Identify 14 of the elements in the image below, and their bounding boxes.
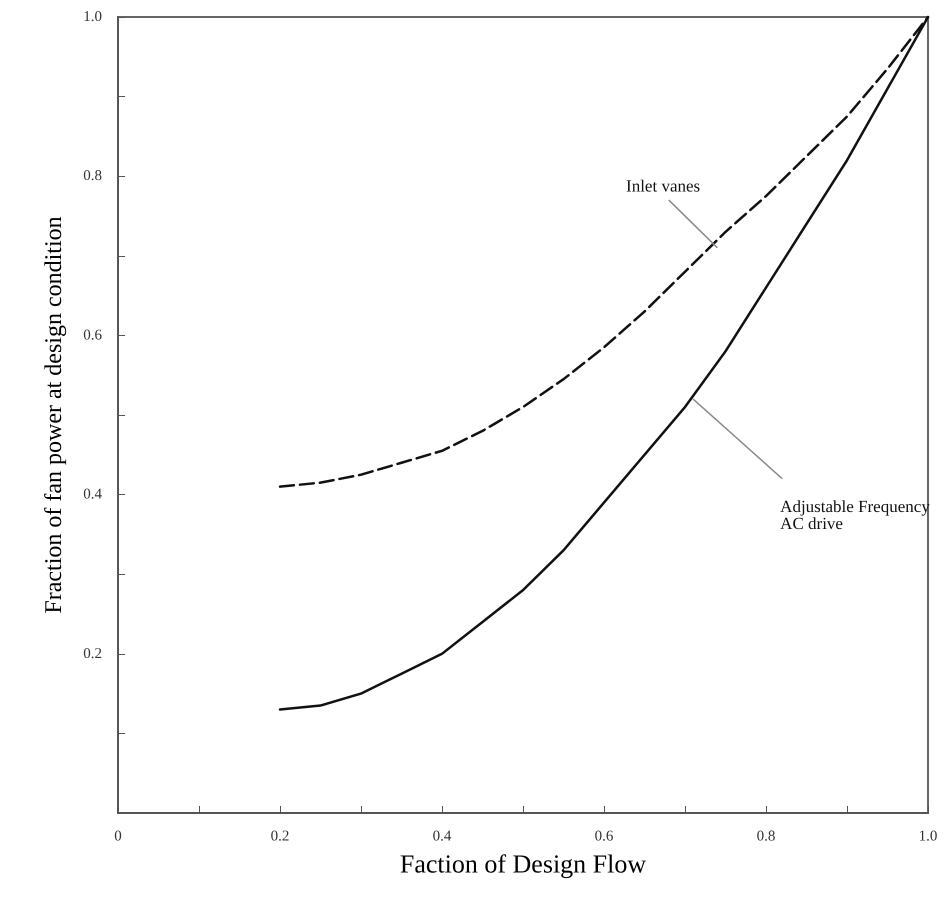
y-tick-label: 0.6	[83, 327, 102, 344]
y-tick-label: 0.2	[83, 646, 102, 662]
x-tick-label: 0.8	[756, 828, 776, 844]
x-tick-label: 1.0	[918, 828, 938, 844]
x-tick-label: 0.4	[432, 828, 452, 844]
x-tick-label: 0.6	[594, 828, 614, 844]
y-axis-title: Fraction of fan power at design condition	[41, 216, 67, 614]
x-tick-label: 0.2	[270, 828, 290, 844]
y-tick-label: 0.8	[83, 168, 102, 184]
x-axis-title: Faction of Design Flow	[400, 850, 646, 878]
y-tick-label: 0.4	[83, 486, 102, 503]
y-tick-label: 1.0	[83, 9, 102, 25]
annotation: Inlet vanes	[626, 176, 700, 196]
x-tick-label: 0	[114, 828, 122, 844]
